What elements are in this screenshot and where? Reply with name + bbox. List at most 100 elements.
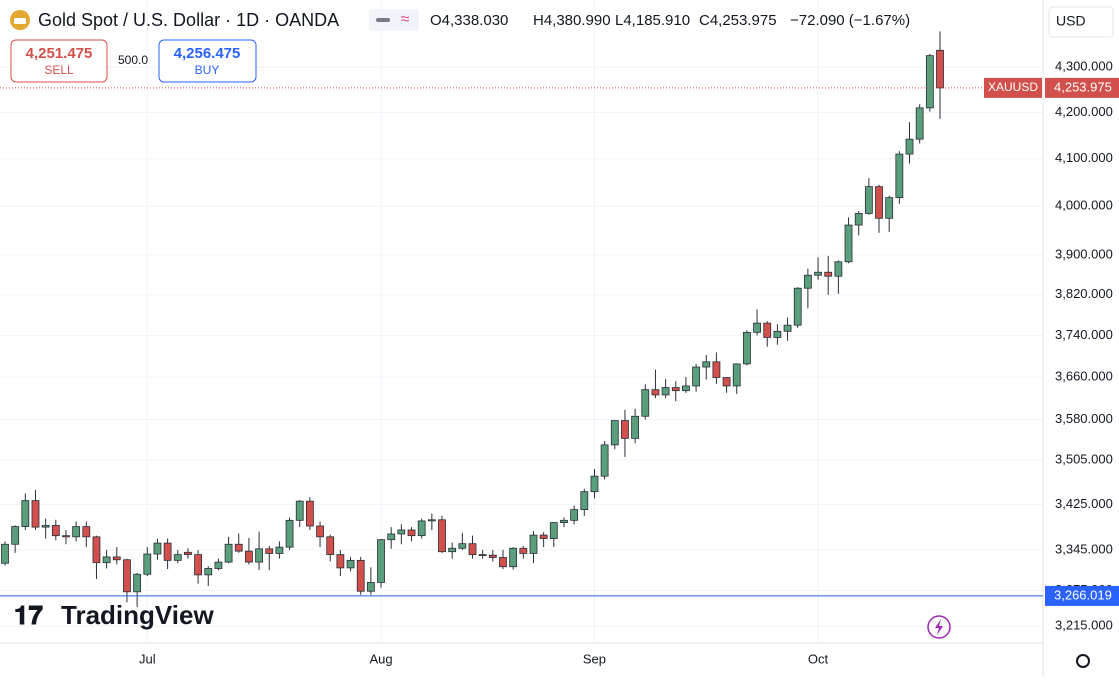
y-tick-label: 4,100.000	[1055, 150, 1113, 165]
candle-body	[295, 500, 304, 521]
candle-body	[590, 475, 599, 493]
overlay: 4,253.975 XAUUSD 3,266.019	[0, 77, 1119, 606]
y-tick-label: 3,580.000	[1055, 411, 1113, 426]
y-tick-label: 3,900.000	[1055, 246, 1113, 261]
candle-body	[356, 559, 365, 592]
candle-body	[316, 525, 324, 538]
candle-body	[651, 389, 660, 396]
candle-body	[72, 526, 81, 538]
candle-body	[641, 389, 650, 417]
symbol-icon	[14, 18, 26, 24]
candle-body	[21, 500, 30, 527]
candle-body	[153, 542, 162, 555]
candle-body	[438, 519, 446, 553]
candle-body	[458, 543, 467, 549]
alert-icon	[935, 619, 943, 635]
candle-body	[407, 529, 416, 537]
ohlc-change: −72.090 (−1.67%)	[790, 12, 910, 29]
brand-name: TradingView	[61, 600, 214, 630]
ohlc-high: H4,380.990	[533, 12, 611, 29]
sell-label: SELL	[44, 63, 74, 77]
candle-body	[682, 385, 690, 392]
candle-body	[864, 186, 873, 214]
candle-body	[305, 500, 314, 527]
y-tick-label: 3,820.000	[1055, 286, 1113, 301]
candle-body	[925, 55, 934, 109]
candle-body	[753, 322, 761, 333]
symbol-tag: XAUUSD	[988, 80, 1038, 94]
candle-body	[468, 543, 477, 555]
candle-body	[783, 324, 792, 332]
currency-selector: USD	[1048, 6, 1114, 38]
candle-body	[560, 519, 568, 523]
candle-body	[539, 534, 548, 539]
candle-body	[326, 536, 335, 555]
branding: 𝟏𝟕 TradingView	[14, 600, 1090, 668]
price-label: 4,253.975	[1054, 79, 1112, 94]
x-tick-label: Sep	[583, 651, 606, 666]
candles	[1, 31, 944, 608]
quantity[interactable]: 500.0	[118, 53, 148, 67]
y-tick-label: 3,505.000	[1055, 452, 1113, 467]
candle-body	[631, 415, 640, 439]
ohlc-low: L4,185.910	[615, 12, 690, 29]
candle-body	[336, 554, 345, 569]
candle-body	[92, 536, 101, 564]
toggle[interactable]	[369, 9, 419, 31]
y-tick-label: 4,300.000	[1055, 59, 1113, 74]
symbol-title[interactable]: Gold Spot / U.S. Dollar · 1D · OANDA	[38, 10, 339, 30]
candle-body	[793, 287, 802, 326]
candle-body	[661, 387, 670, 396]
sell-price: 4,251.475	[26, 45, 93, 62]
candle-body	[702, 361, 711, 368]
candle-body	[834, 261, 843, 277]
candle-body	[51, 525, 60, 537]
candle-body	[905, 138, 914, 155]
candle-body	[255, 548, 263, 563]
currency-button[interactable]	[1048, 6, 1114, 38]
y-tick-label: 4,000.000	[1055, 198, 1113, 213]
candle-body	[773, 330, 782, 338]
candle-body	[41, 525, 50, 528]
x-tick-label: Jul	[139, 651, 156, 666]
candle-body	[875, 186, 883, 219]
candle-body	[397, 529, 406, 535]
candle-body	[610, 420, 619, 446]
candle-body	[499, 557, 507, 568]
candle-body	[712, 361, 721, 378]
candle-body	[580, 491, 589, 511]
candle-body	[265, 548, 274, 554]
buy-button[interactable]	[158, 39, 257, 83]
candle-body	[478, 554, 487, 556]
candle-body	[763, 322, 772, 338]
sell-button[interactable]	[10, 39, 108, 83]
candle-body	[570, 509, 579, 521]
candle-body	[692, 366, 700, 387]
brand-logo: 𝟏𝟕	[14, 600, 43, 630]
candle-body	[163, 542, 172, 561]
ohlc-close: C4,253.975	[699, 12, 777, 29]
candle-body	[671, 387, 680, 392]
candle-body	[173, 554, 182, 561]
candle-body	[184, 551, 192, 555]
candle-body	[915, 107, 924, 140]
candle-body	[732, 363, 741, 387]
settings-icon[interactable]	[1076, 654, 1090, 668]
trade-panel: 4,251.475 SELL 500.0 4,256.475 BUY	[10, 39, 257, 83]
candle-body	[377, 539, 385, 583]
grid	[0, 0, 1043, 643]
candle-body	[234, 543, 243, 552]
candle-body	[214, 561, 223, 569]
candle-body	[844, 224, 853, 263]
price-label-bg	[1045, 585, 1119, 606]
candle-body	[885, 197, 894, 219]
candle-body	[519, 547, 528, 554]
candle-body	[895, 153, 904, 198]
candle-body	[245, 550, 253, 563]
x-tick-label: Oct	[808, 651, 829, 666]
candle-body	[123, 559, 131, 593]
buy-label: BUY	[195, 63, 220, 77]
y-tick-label: 3,425.000	[1055, 496, 1113, 511]
